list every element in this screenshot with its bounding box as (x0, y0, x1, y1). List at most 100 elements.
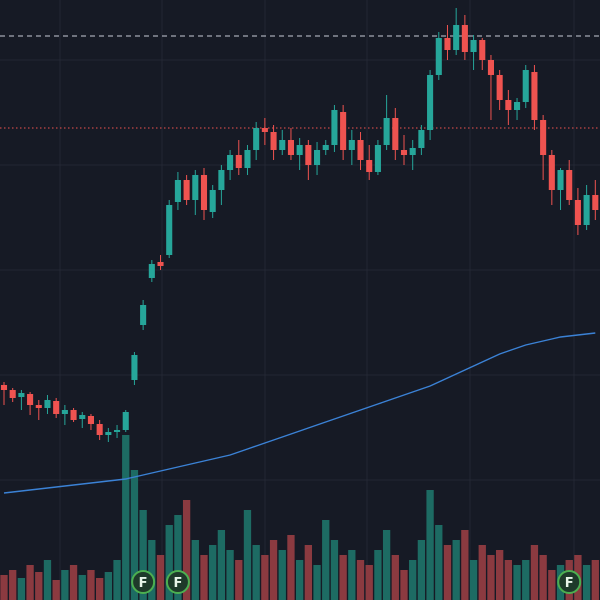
volume-bar (417, 540, 426, 600)
volume-bar (226, 550, 234, 600)
candle-body (209, 190, 216, 212)
moving-average (3, 332, 596, 494)
volume-bar (539, 555, 547, 600)
candle-body (505, 100, 512, 110)
candle-body (453, 25, 460, 50)
volume-bar (382, 530, 391, 600)
candle-body (253, 128, 260, 150)
candle-body (496, 75, 503, 100)
volume-bar (339, 555, 347, 600)
volume-bar (182, 500, 191, 600)
marker-label: F (565, 576, 574, 591)
candle-body (44, 400, 51, 408)
candle-body (235, 155, 242, 168)
marker-label: F (173, 576, 182, 591)
candle-body (514, 102, 521, 110)
volume-bar (348, 550, 356, 600)
candle-body (166, 205, 173, 255)
volume-bar (261, 555, 269, 600)
volume-bar (391, 555, 399, 600)
candle-body (157, 262, 164, 266)
volume-bar (148, 540, 156, 600)
volume-bar (435, 525, 443, 600)
candle-body (400, 150, 408, 155)
candle-body (331, 110, 338, 145)
candle-body (383, 118, 390, 145)
volume-bar (217, 530, 226, 600)
volume-bar (122, 435, 130, 600)
volume-bar (478, 545, 486, 600)
candle-body (53, 401, 60, 414)
volume-bar (35, 572, 43, 600)
volume-bar (287, 535, 295, 600)
candle-body (322, 145, 329, 150)
volume-bar (296, 560, 304, 600)
candle-body (444, 38, 451, 50)
volume-bar (530, 545, 539, 600)
event-marker: F (165, 570, 190, 594)
candle-body (540, 120, 547, 155)
volume-bar (243, 510, 252, 600)
candle-body (548, 155, 555, 190)
volume-bar (43, 560, 52, 600)
volume-bar (174, 515, 182, 600)
volume-bar (496, 550, 504, 600)
candle-body (461, 25, 468, 52)
candle-body (592, 195, 599, 210)
candle-body (192, 175, 199, 200)
candle-body (305, 145, 312, 165)
candle-body (148, 264, 155, 278)
candle-body (418, 130, 425, 148)
candle-body (122, 412, 129, 430)
candle-body (244, 150, 251, 168)
volume-bar (330, 540, 339, 600)
volume-bar (513, 565, 521, 600)
volume-bar (235, 560, 243, 600)
candle-body (218, 170, 225, 190)
candle-body (279, 140, 286, 150)
volume-bar (104, 572, 112, 600)
volume-bar (356, 560, 365, 600)
candle-body (479, 40, 486, 60)
volume-bar (26, 565, 34, 600)
candle-body (87, 416, 94, 424)
candle-body (574, 200, 581, 225)
volume-bar (304, 545, 312, 600)
volume-bar (61, 570, 69, 600)
volume-bar (452, 540, 460, 600)
candle-body (131, 355, 138, 380)
volume-bar (591, 560, 599, 600)
marker-label: F (139, 576, 148, 591)
volume-bar (69, 565, 78, 600)
candle-body (114, 430, 121, 432)
volume-bar (0, 575, 8, 600)
volume-bar (469, 560, 478, 600)
volume-bar (504, 560, 512, 600)
candle-body (61, 410, 68, 414)
volume-bar (374, 550, 382, 600)
volume-bar (17, 578, 26, 600)
candle-body (314, 150, 321, 165)
marker-badge (165, 570, 190, 594)
marker-badge (131, 570, 156, 594)
candle-body (140, 305, 147, 325)
volume-bar (130, 470, 139, 600)
candle-body (35, 405, 42, 408)
volume-bar (548, 570, 556, 600)
volume-bar (78, 575, 86, 600)
volume-bar (400, 570, 408, 600)
candle-body (79, 415, 86, 419)
candle-body (70, 410, 77, 420)
event-marker: F (557, 570, 582, 594)
candle-body (200, 175, 208, 210)
volume-bar (409, 560, 417, 600)
candle-body (583, 195, 590, 225)
candle-body (557, 170, 564, 190)
volume-bar (269, 540, 278, 600)
candle-body (9, 390, 16, 398)
candle-body (374, 145, 381, 172)
candle-body (227, 155, 234, 170)
candle-body (287, 140, 294, 155)
